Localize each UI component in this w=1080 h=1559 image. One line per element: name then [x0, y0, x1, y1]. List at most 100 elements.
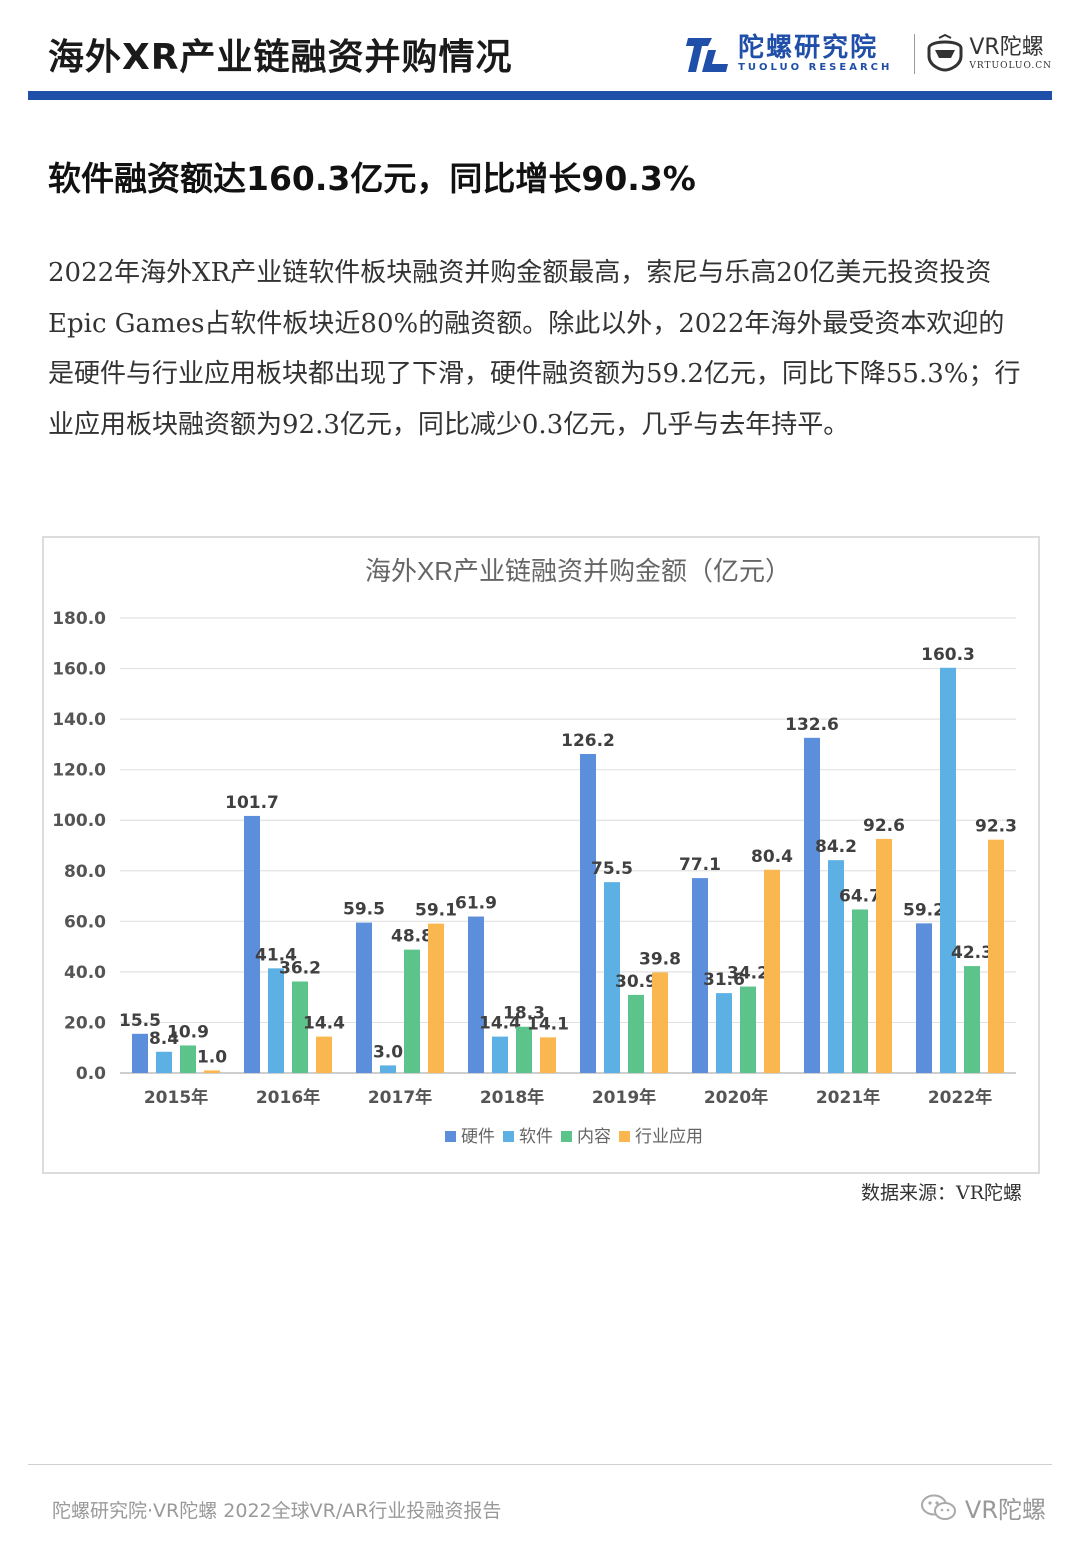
y-tick-label: 0.0 — [76, 1064, 106, 1084]
y-tick-label: 140.0 — [52, 710, 106, 730]
bar-硬件 — [692, 878, 708, 1073]
x-tick-label: 2019年 — [592, 1087, 656, 1108]
footer-divider — [28, 1464, 1052, 1465]
data-label: 59.1 — [415, 901, 457, 921]
bar-内容 — [404, 949, 420, 1073]
x-tick-label: 2016年 — [256, 1087, 320, 1108]
bar-行业应用 — [764, 869, 780, 1073]
data-label: 84.2 — [815, 837, 857, 857]
legend-label: 硬件 — [461, 1127, 495, 1147]
bar-硬件 — [580, 753, 596, 1073]
data-label: 64.7 — [839, 886, 881, 906]
brand-vr-url: VRTUOLUO.CN — [969, 61, 1052, 71]
data-label: 61.9 — [455, 894, 497, 914]
data-label: 39.8 — [639, 949, 681, 969]
bar-内容 — [964, 966, 980, 1073]
data-label: 132.6 — [785, 715, 839, 735]
y-tick-label: 60.0 — [64, 912, 106, 932]
data-label: 59.2 — [903, 900, 945, 920]
data-label: 31.6 — [703, 970, 745, 990]
bar-软件 — [828, 860, 844, 1073]
bar-行业应用 — [540, 1037, 556, 1073]
x-tick-label: 2017年 — [368, 1087, 432, 1108]
x-tick-label: 2022年 — [928, 1087, 992, 1108]
legend-label: 软件 — [519, 1127, 553, 1147]
chart-container: 海外XR产业链融资并购金额（亿元） 0.0 20.0 40.0 60.0 80.0 100.… — [42, 536, 1040, 1174]
bar-chart: 海外XR产业链融资并购金额（亿元） 0.0 20.0 40.0 60.0 80.0 100.… — [52, 556, 1017, 1147]
bar-软件 — [604, 882, 620, 1073]
x-tick-label: 2018年 — [480, 1087, 544, 1108]
data-label: 48.8 — [391, 927, 433, 947]
bar-内容 — [740, 986, 756, 1073]
bar-软件 — [492, 1036, 508, 1073]
wechat-icon — [920, 1494, 956, 1520]
data-label: 36.2 — [279, 958, 321, 978]
page-title: 海外XR产业链融资并购情况 — [48, 37, 513, 78]
footer-text: 陀螺研究院·VR陀螺 2022全球VR/AR行业投融资报告 — [52, 1500, 502, 1522]
bar-硬件 — [244, 815, 260, 1073]
data-label: 18.3 — [503, 1004, 545, 1024]
bar-内容 — [852, 909, 868, 1073]
bar-行业应用 — [652, 972, 668, 1073]
data-label: 80.4 — [751, 847, 793, 867]
bar-硬件 — [916, 923, 932, 1073]
data-label: 8.4 — [149, 1029, 179, 1049]
data-label: 3.0 — [373, 1042, 403, 1062]
bar-内容 — [628, 994, 644, 1073]
bar-硬件 — [132, 1033, 148, 1073]
legend-swatch — [503, 1131, 514, 1142]
legend-swatch — [445, 1131, 456, 1142]
y-tick-label: 80.0 — [64, 862, 106, 882]
data-label: 14.4 — [479, 1014, 521, 1034]
data-label: 14.1 — [527, 1014, 569, 1034]
legend-label: 行业应用 — [635, 1127, 703, 1147]
y-tick-label: 160.0 — [52, 660, 106, 680]
data-label: 42.3 — [951, 943, 993, 963]
data-label: 160.3 — [921, 645, 975, 665]
bar-硬件 — [356, 922, 372, 1073]
x-tick-label: 2015年 — [144, 1087, 208, 1108]
legend-label: 内容 — [577, 1127, 611, 1147]
bar-行业应用 — [876, 838, 892, 1073]
brand-tl-name: 陀螺研究院 — [738, 33, 879, 63]
data-label: 75.5 — [591, 859, 633, 879]
data-label: 77.1 — [679, 855, 721, 875]
legend-swatch — [561, 1131, 572, 1142]
brand-tl-english: TUOLUO RESEARCH — [738, 62, 893, 73]
data-label: 10.9 — [167, 1022, 209, 1042]
tl-logo-icon — [686, 38, 729, 72]
bar-软件 — [940, 667, 956, 1073]
body-paragraph: 2022年海外XR产业链软件板块融资并购金额最高，索尼与乐高20亿美元投资投资E… — [48, 258, 1021, 440]
bar-软件 — [268, 968, 284, 1073]
data-label: 15.5 — [119, 1011, 161, 1031]
bar-内容 — [292, 981, 308, 1073]
brand-divider — [914, 34, 916, 74]
x-tick-label: 2020年 — [704, 1087, 768, 1108]
bar-内容 — [180, 1045, 196, 1073]
bar-内容 — [516, 1026, 532, 1073]
data-label: 30.9 — [615, 972, 657, 992]
data-label: 126.2 — [561, 731, 615, 751]
bar-软件 — [380, 1065, 396, 1073]
y-tick-label: 20.0 — [64, 1013, 106, 1033]
bar-行业应用 — [316, 1036, 332, 1073]
bar-行业应用 — [204, 1070, 220, 1073]
data-label: 92.6 — [863, 816, 905, 836]
footer-brand-name: VR陀螺 — [964, 1496, 1046, 1524]
y-tick-label: 120.0 — [52, 761, 106, 781]
data-label: 14.4 — [303, 1014, 345, 1034]
data-label: 101.7 — [225, 793, 279, 813]
chart-title: 海外XR产业链融资并购金额（亿元） — [365, 556, 791, 586]
vr-headset-icon — [927, 34, 963, 72]
vr-tuoluo-logo: VR陀螺 VRTUOLUO.CN — [925, 34, 1052, 74]
legend-swatch — [619, 1131, 630, 1142]
data-label: 92.3 — [975, 817, 1017, 837]
bar-行业应用 — [988, 839, 1004, 1073]
data-label: 59.5 — [343, 900, 385, 920]
y-tick-label: 100.0 — [52, 811, 106, 831]
tuoluo-research-logo: 陀螺研究院 TUOLUO RESEARCH — [686, 34, 892, 74]
data-label: 34.2 — [727, 964, 769, 984]
bar-软件 — [156, 1051, 172, 1073]
y-tick-label: 40.0 — [64, 963, 106, 983]
x-tick-label: 2021年 — [816, 1087, 880, 1108]
